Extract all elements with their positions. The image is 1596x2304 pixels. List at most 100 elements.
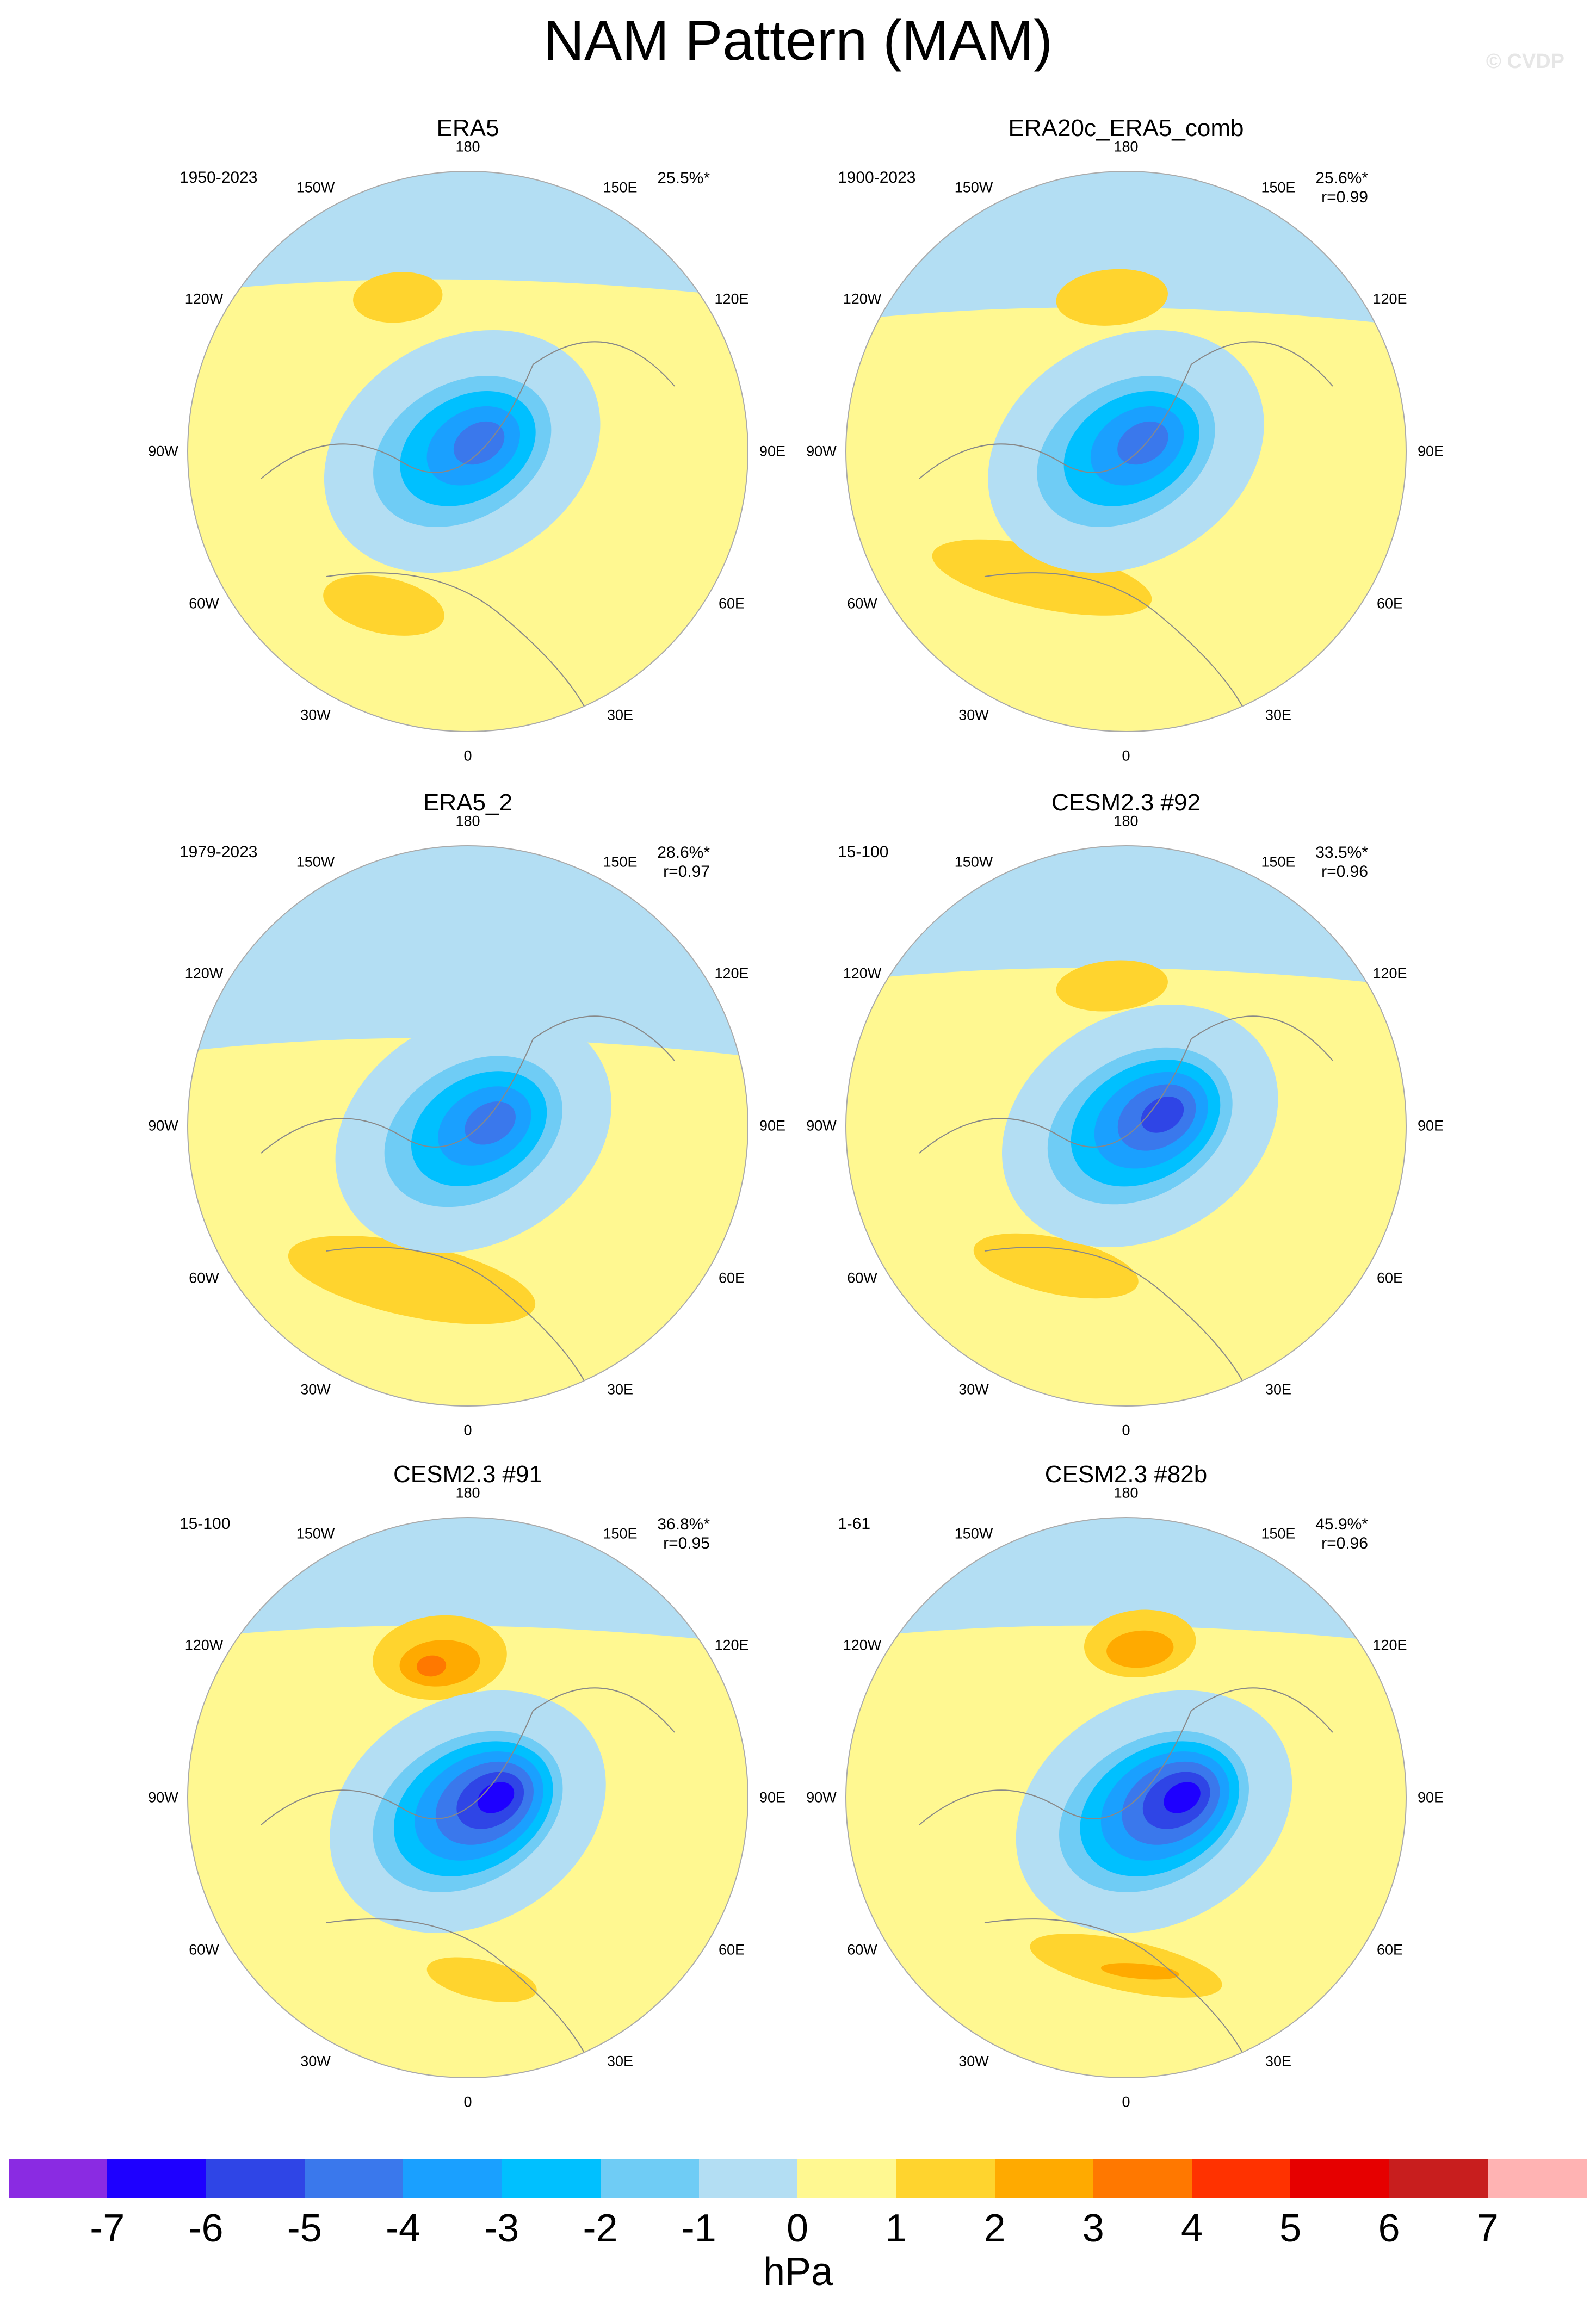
longitude-label: 90E <box>759 443 786 460</box>
explained-variance: 28.6%* <box>657 844 710 862</box>
positive-anomaly-north <box>353 272 443 323</box>
colorbar-segment <box>1192 2159 1291 2198</box>
longitude-label: 150W <box>296 1525 335 1542</box>
colorbar-segment <box>896 2159 995 2198</box>
explained-variance: 36.8%* <box>657 1515 710 1533</box>
longitude-label: 120W <box>184 965 224 982</box>
map-panel: CESM2.3 #91 15-100 36.8%* r=0.95 180 150E 120E… <box>147 1460 881 2146</box>
colorbar-tick-label: 1 <box>885 2207 907 2250</box>
longitude-label: 0 <box>463 1422 472 1439</box>
longitude-label: 180 <box>455 813 480 829</box>
colorbar-tick-label: -2 <box>583 2207 618 2250</box>
longitude-label: 150E <box>603 853 638 870</box>
longitude-label: 150W <box>296 853 335 870</box>
negative-anomaly-level <box>465 1101 516 1145</box>
longitude-label: 120E <box>714 290 749 307</box>
map-frame <box>845 171 1407 732</box>
colorbar-tick-label: -5 <box>287 2207 322 2250</box>
longitude-label: 0 <box>1122 747 1130 764</box>
colorbar-tick-label: -7 <box>90 2207 125 2250</box>
longitude-label: 60E <box>718 1269 745 1286</box>
pattern-correlation: r=0.97 <box>663 863 710 881</box>
longitude-label: 60E <box>718 595 745 612</box>
longitude-label: 30E <box>607 707 634 723</box>
longitude-label: 60W <box>189 1269 219 1286</box>
longitude-label: 120W <box>184 1637 224 1653</box>
longitude-label: 150E <box>603 179 638 196</box>
longitude-label: 60E <box>718 1941 745 1958</box>
panel-period: 1950-2023 <box>180 169 258 187</box>
polar-map <box>845 845 1407 1407</box>
longitude-label: 30W <box>958 2053 989 2070</box>
explained-variance: 25.5%* <box>657 169 710 187</box>
colorbar-segment <box>9 2159 108 2198</box>
longitude-label: 60W <box>847 1941 877 1958</box>
pattern-correlation: r=0.96 <box>1321 1534 1368 1552</box>
map-panel: ERA20c_ERA5_comb 1900-2023 25.6%* r=0.99 180… <box>805 114 1539 800</box>
longitude-label: 60W <box>189 595 219 612</box>
positive-anomaly-north-core <box>1106 1630 1174 1668</box>
colorbar <box>9 2159 1587 2198</box>
longitude-label: 30E <box>607 2053 634 2070</box>
longitude-label: 120W <box>184 290 224 307</box>
polar-map <box>845 171 1407 732</box>
longitude-label: 90E <box>759 1789 786 1806</box>
negative-anomaly-level <box>1141 1097 1184 1133</box>
longitude-label: 180 <box>1114 138 1139 155</box>
map-field <box>188 1518 748 2078</box>
positive-anomaly-south-core <box>1100 1963 1179 1980</box>
longitude-label: 90E <box>1417 443 1444 460</box>
explained-variance: 25.6%* <box>1315 169 1368 187</box>
colorbar-tick-label: 7 <box>1476 2207 1499 2250</box>
longitude-label: 150W <box>954 1525 993 1542</box>
colorbar-tick-label: -6 <box>188 2207 224 2250</box>
map-field <box>846 171 1406 732</box>
positive-anomaly-north-max <box>416 1655 447 1677</box>
map-frame <box>187 171 748 732</box>
longitude-label: 150E <box>1261 853 1296 870</box>
panel-title: CESM2.3 #92 <box>1051 789 1201 816</box>
negative-cap <box>846 846 1406 1000</box>
pattern-correlation: r=0.96 <box>1321 863 1368 881</box>
longitude-label: 180 <box>1114 813 1139 829</box>
longitude-label: 60E <box>1376 1269 1403 1286</box>
map-panel: ERA5_2 1979-2023 28.6%* r=0.97 180 150E 120E 90… <box>147 789 881 1474</box>
longitude-label: 150W <box>954 179 993 196</box>
colorbar-units: hPa <box>763 2250 833 2294</box>
longitude-label: 30W <box>958 1381 989 1398</box>
map-frame <box>845 1517 1407 2078</box>
polar-map <box>845 1517 1407 2078</box>
longitude-label: 90W <box>806 1117 837 1134</box>
longitude-label: 180 <box>1114 1484 1139 1501</box>
map-frame <box>187 845 748 1407</box>
panel-period: 1979-2023 <box>180 843 258 861</box>
colorbar-segment <box>994 2159 1094 2198</box>
map-frame <box>187 1517 748 2078</box>
pattern-correlation: r=0.99 <box>1321 188 1368 206</box>
panel-title: ERA5 <box>436 115 499 141</box>
colorbar-tick-label: -3 <box>484 2207 519 2250</box>
longitude-label: 90W <box>148 443 178 460</box>
positive-anomaly-south <box>973 1233 1139 1299</box>
longitude-label: 60W <box>847 1269 877 1286</box>
longitude-label: 120W <box>843 965 882 982</box>
longitude-label: 30W <box>300 2053 331 2070</box>
longitude-label: 30W <box>300 707 331 723</box>
longitude-label: 90W <box>806 1789 837 1806</box>
colorbar-segment <box>403 2159 502 2198</box>
colorbar-segment <box>107 2159 206 2198</box>
longitude-label: 150W <box>954 853 993 870</box>
longitude-label: 120W <box>843 1637 882 1653</box>
longitude-label: 60E <box>1376 595 1403 612</box>
panel-period: 1900-2023 <box>838 169 916 187</box>
panel-title: CESM2.3 #91 <box>393 1461 542 1488</box>
colorbar-segment <box>1389 2159 1488 2198</box>
colorbar-segment <box>797 2159 896 2198</box>
longitude-label: 0 <box>1122 1422 1130 1439</box>
colorbar-tick-label: 3 <box>1082 2207 1104 2250</box>
longitude-label: 150W <box>296 179 335 196</box>
longitude-label: 30E <box>607 1381 634 1398</box>
panel-period: 15-100 <box>838 843 889 861</box>
negative-anomaly-level <box>477 1782 515 1813</box>
polar-map <box>187 1517 748 2078</box>
